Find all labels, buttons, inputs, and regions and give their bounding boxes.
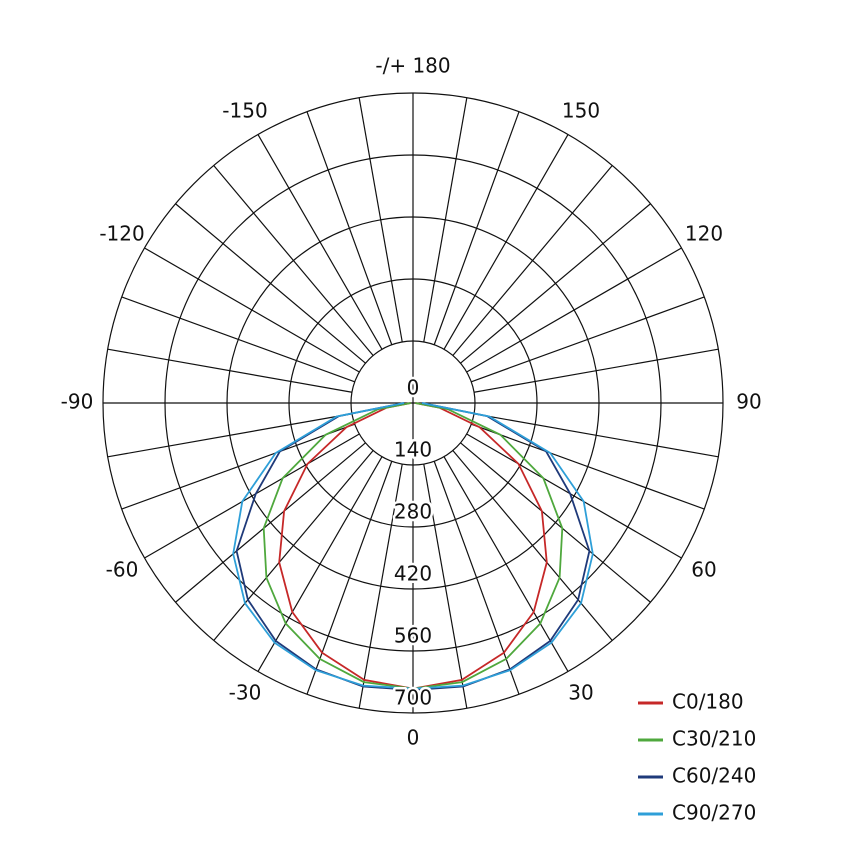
legend-label: C60/240 [672, 764, 756, 788]
spoke [121, 423, 355, 510]
legend-label: C90/270 [672, 801, 756, 825]
spoke [460, 203, 651, 364]
spoke [473, 348, 719, 393]
angle-tick-label: 0 [407, 726, 420, 750]
series-curve [232, 402, 594, 690]
angle-tick-label: -60 [106, 558, 139, 582]
legend-label: C0/180 [672, 690, 744, 714]
spoke [433, 461, 520, 695]
grid [102, 92, 724, 714]
r-tick-label: 420 [394, 562, 432, 586]
spoke [306, 461, 393, 695]
spoke [471, 296, 705, 383]
angle-tick-label: 150 [562, 99, 600, 123]
spoke [257, 134, 383, 350]
angle-tick-label: 60 [691, 558, 716, 582]
legend-label: C30/210 [672, 727, 756, 751]
spoke [473, 413, 719, 458]
angle-tick-label: -30 [229, 680, 262, 704]
spoke [107, 348, 353, 393]
spoke [452, 450, 613, 641]
r-tick-label: 0 [407, 376, 420, 400]
spoke [121, 296, 355, 383]
spoke [144, 433, 360, 559]
spoke [433, 111, 520, 345]
angle-tick-label: -150 [222, 99, 267, 123]
angle-tick-label: -90 [61, 390, 94, 414]
spoke [175, 203, 366, 364]
spoke [358, 97, 403, 343]
r-tick-label: 700 [394, 686, 432, 710]
angle-tick-label: 120 [685, 222, 723, 246]
spoke [213, 450, 374, 641]
spoke [107, 413, 353, 458]
spoke [443, 134, 569, 350]
spoke [466, 247, 682, 373]
spoke [452, 165, 613, 356]
spoke [471, 423, 705, 510]
spoke [257, 456, 383, 672]
r-tick-label: 140 [394, 438, 432, 462]
r-tick-label: 280 [394, 500, 432, 524]
spoke [443, 456, 569, 672]
spoke [460, 442, 651, 603]
series-curve [235, 402, 591, 691]
spoke [358, 463, 403, 709]
angle-tick-label: -/+ 180 [375, 54, 450, 78]
angle-tick-label: -120 [99, 222, 144, 246]
spoke [144, 247, 360, 373]
spoke [213, 165, 374, 356]
spoke [306, 111, 393, 345]
angle-tick-label: 90 [736, 390, 761, 414]
spoke [466, 433, 682, 559]
angle-tick-label: 30 [568, 680, 593, 704]
r-tick-label: 560 [394, 624, 432, 648]
spoke [423, 463, 468, 709]
spoke [423, 97, 468, 343]
spoke [175, 442, 366, 603]
